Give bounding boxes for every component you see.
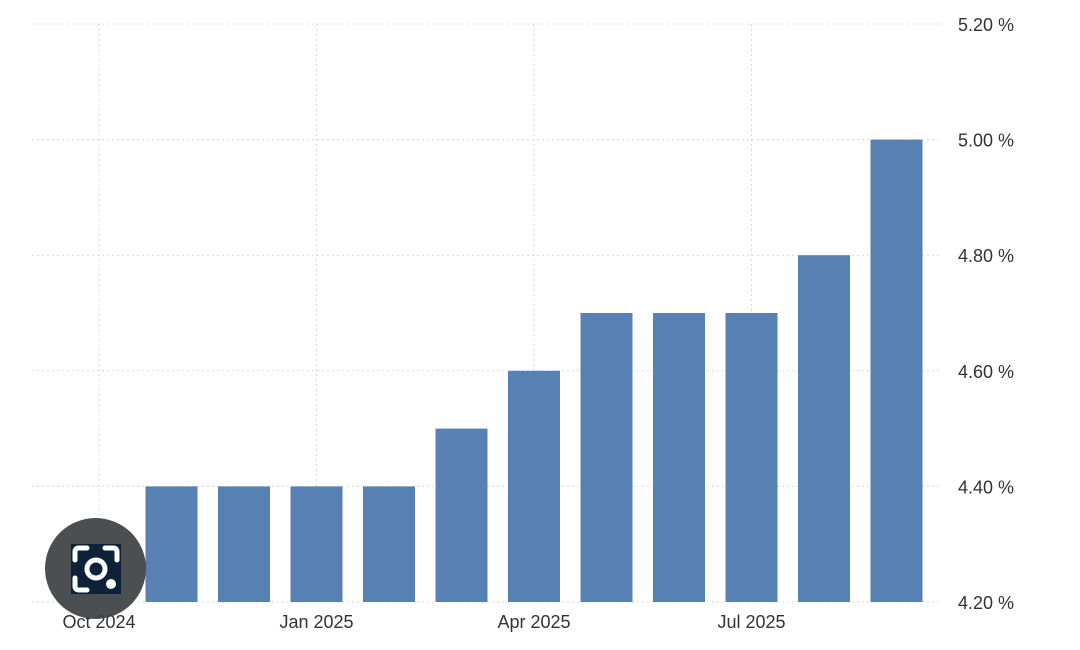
bar <box>508 370 560 602</box>
bar <box>870 139 923 602</box>
x-tick-label: Apr 2025 <box>497 612 570 632</box>
bar <box>653 313 705 602</box>
y-tick-label: 5.20 % <box>958 15 1014 35</box>
bar <box>145 486 198 602</box>
x-tick-label: Jan 2025 <box>279 612 353 632</box>
x-tick-label: Jul 2025 <box>717 612 785 632</box>
visual-search-button[interactable] <box>45 518 146 619</box>
bar <box>218 486 270 602</box>
y-tick-label: 5.00 % <box>958 131 1014 151</box>
bar <box>435 428 488 602</box>
y-axis-tick-labels: 5.20 % 5.00 % 4.80 % 4.60 % 4.40 % 4.20 % <box>958 15 1014 613</box>
y-tick-label: 4.40 % <box>958 477 1014 497</box>
bar <box>798 255 850 602</box>
bar <box>580 313 633 602</box>
camera-search-icon <box>71 544 121 594</box>
bars <box>145 139 923 602</box>
bar <box>290 486 343 602</box>
x-axis-tick-labels: Oct 2024 Jan 2025 Apr 2025 Jul 2025 <box>62 612 785 632</box>
y-tick-label: 4.80 % <box>958 246 1014 266</box>
y-tick-label: 4.60 % <box>958 362 1014 382</box>
bar <box>363 486 415 602</box>
y-tick-label: 4.20 % <box>958 593 1014 613</box>
bar <box>725 313 778 602</box>
